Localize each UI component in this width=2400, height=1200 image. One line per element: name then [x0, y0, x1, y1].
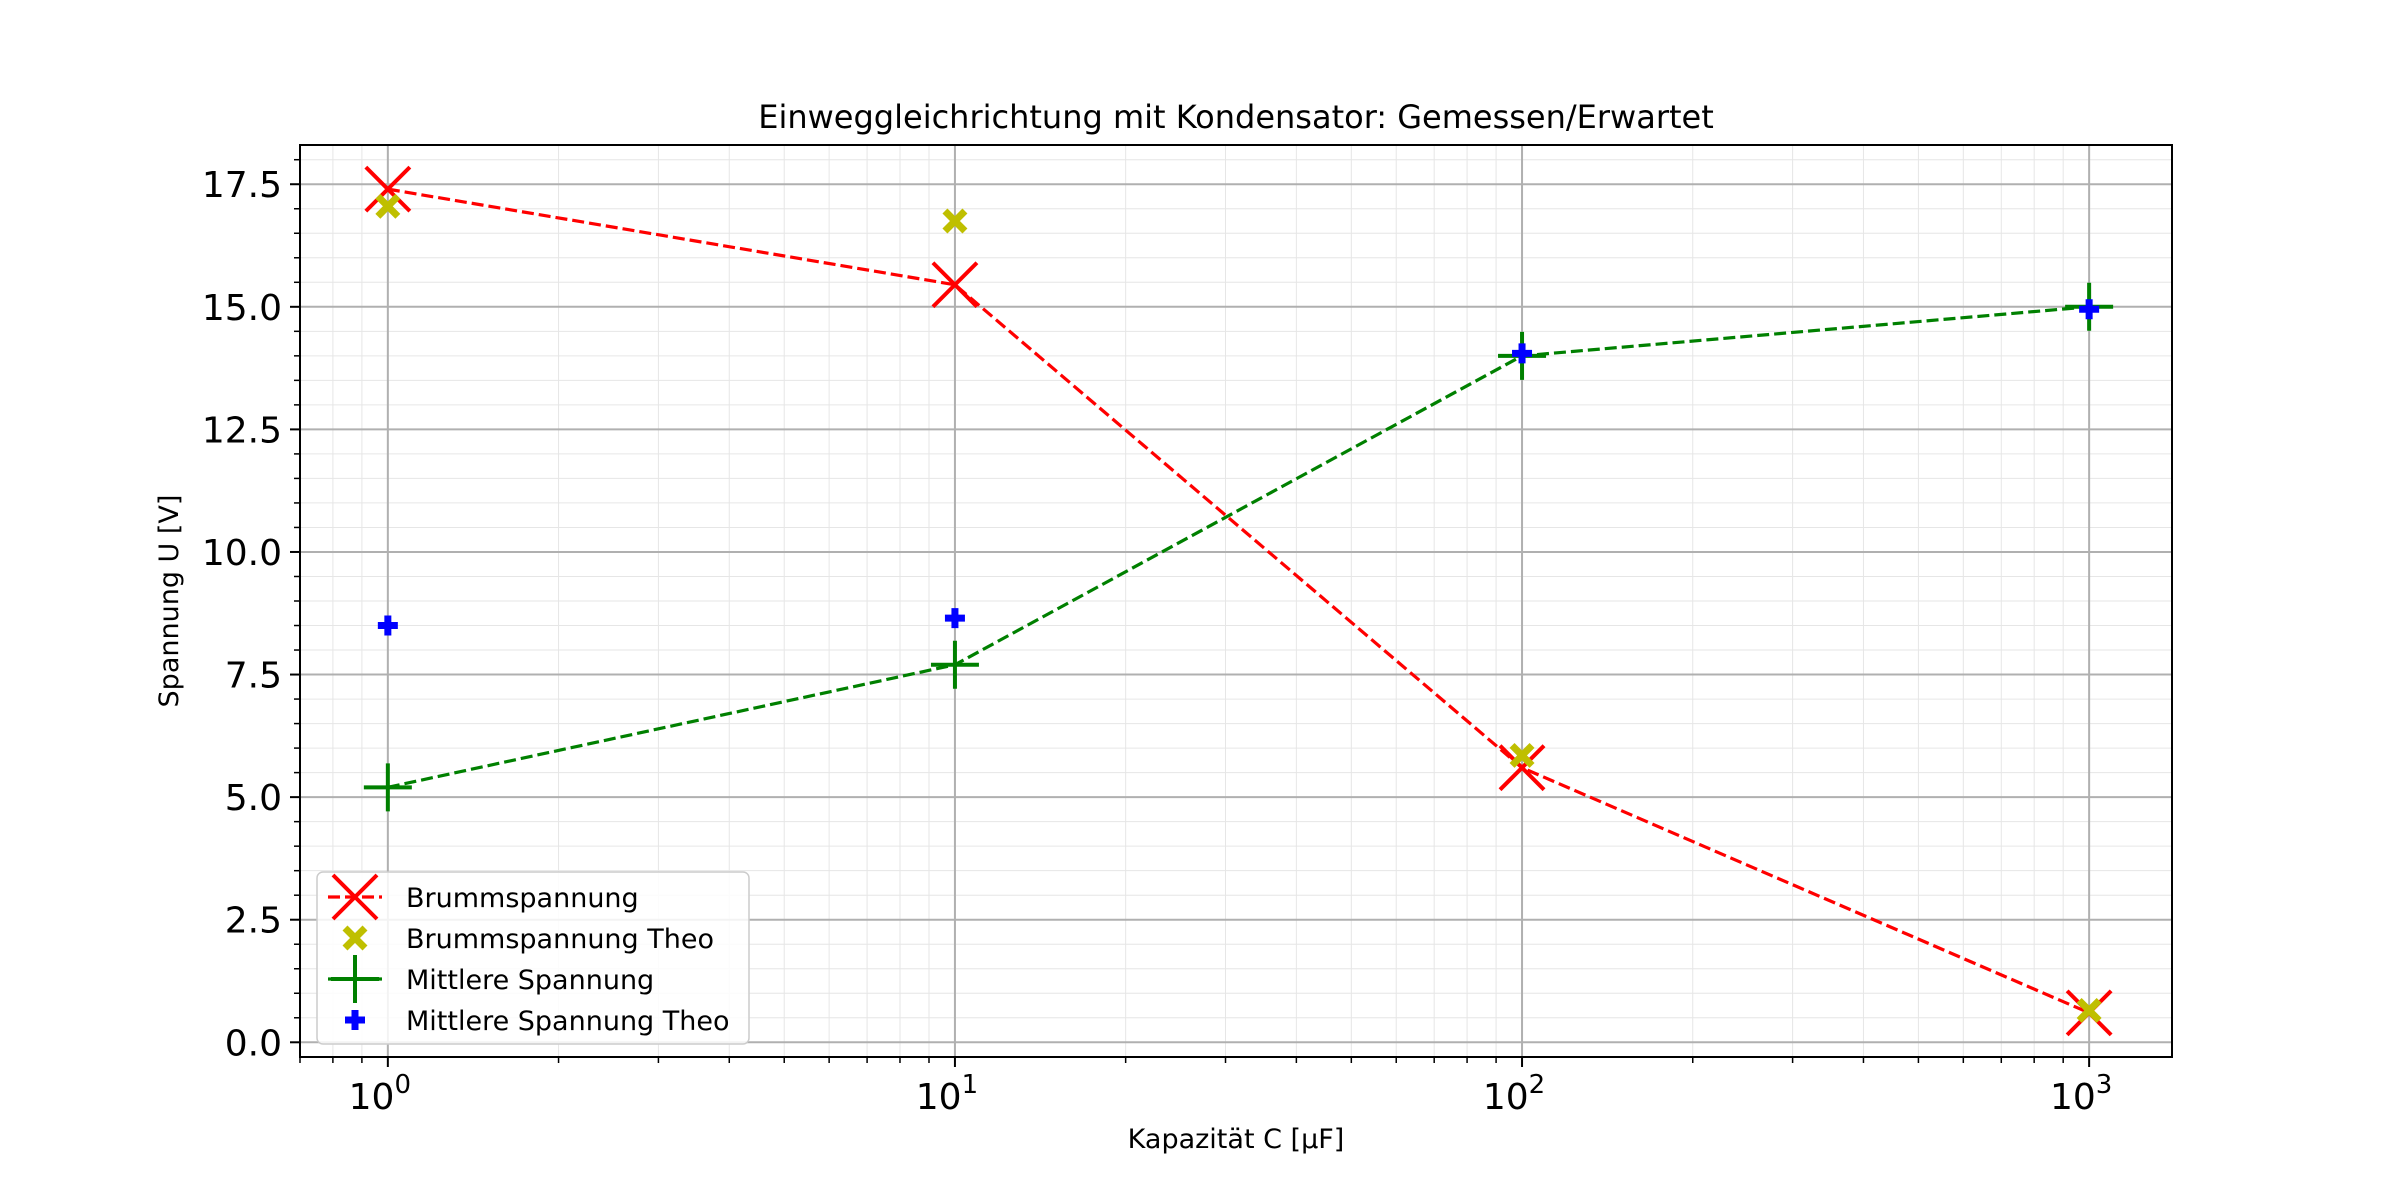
marker-stroke: [1509, 742, 1535, 768]
y-tick-label: 5.0: [225, 778, 282, 819]
y-tick-label: 0.0: [225, 1023, 282, 1064]
marker-stroke: [2079, 299, 2100, 320]
marker-stroke: [331, 955, 379, 1003]
data-point-mittlere-spannung-theo: [2079, 299, 2100, 320]
marker-stroke: [364, 165, 412, 213]
data-point-mittlere-spannung: [930, 640, 979, 689]
marker-stroke: [345, 1010, 365, 1030]
legend-symbols: [328, 873, 382, 1030]
data-point-brummspannung-theo: [942, 208, 968, 234]
series-lines: [387, 187, 2090, 1015]
legend-marker-brummspannung-theo: [342, 925, 368, 951]
legend-marker-mittlere-spannung-theo: [345, 1010, 365, 1030]
data-point-mittlere-spannung-theo: [1512, 343, 1533, 364]
data-point-brummspannung-theo: [375, 193, 401, 219]
minor-grid: [299, 145, 2172, 1057]
legend-marker-brummspannung: [331, 873, 379, 921]
marker-stroke: [331, 873, 379, 921]
y-tick-label: 12.5: [202, 410, 282, 451]
data-point-brummspannung: [1498, 744, 1546, 792]
y-tick-label: 17.5: [202, 165, 282, 206]
data-point-mittlere-spannung: [363, 763, 412, 812]
y-tick-label: 7.5: [225, 656, 282, 697]
y-tick-label: 2.5: [225, 901, 282, 942]
legend-label-mittlere-spannung: Mittlere Spannung: [406, 965, 654, 996]
marker-stroke: [375, 193, 401, 219]
x-tick-label: 103: [2050, 1070, 2112, 1118]
marker-stroke: [930, 640, 979, 689]
data-point-brummspannung-theo: [1509, 742, 1535, 768]
legend-box: [316, 871, 750, 1045]
marker-stroke: [363, 763, 412, 812]
data-point-brummspannung: [931, 261, 979, 309]
marker-stroke: [1498, 744, 1546, 792]
marker-stroke: [342, 925, 368, 951]
x-axis-label: Kapazität C [µF]: [1128, 1124, 1345, 1155]
marker-stroke: [931, 261, 979, 309]
legend-label-brummspannung: Brummspannung: [406, 883, 639, 914]
chart-title: Einweggleichrichtung mit Kondensator: Ge…: [758, 98, 1714, 136]
x-tick-label: 100: [349, 1070, 411, 1118]
y-axis-label: Spannung U [V]: [154, 495, 185, 708]
marker-stroke: [1512, 343, 1533, 364]
y-tick-label: 15.0: [202, 288, 282, 329]
data-point-brummspannung: [364, 165, 412, 213]
legend: Brummspannung Brummspannung Theo Mittler…: [316, 871, 750, 1045]
data-point-mittlere-spannung-theo: [377, 615, 398, 636]
legend-label-brummspannung-theo: Brummspannung Theo: [406, 924, 714, 955]
x-tick-label: 101: [916, 1070, 978, 1118]
marker-stroke: [2076, 997, 2102, 1023]
data-point-mittlere-spannung-theo: [944, 608, 965, 629]
marker-stroke: [942, 208, 968, 234]
series-markers: [363, 165, 2114, 1037]
legend-label-mittlere-spannung-theo: Mittlere Spannung Theo: [406, 1006, 730, 1037]
series-line-mittlere-spannung: [387, 305, 2090, 789]
y-tick-label: 10.0: [202, 533, 282, 574]
data-point-brummspannung-theo: [2076, 997, 2102, 1023]
marker-stroke: [377, 615, 398, 636]
x-tick-label: 102: [1483, 1070, 1545, 1118]
legend-marker-mittlere-spannung: [331, 955, 379, 1003]
marker-stroke: [944, 608, 965, 629]
axis-ticks: 100 101 102 103 0.0 2.5 5.0 7.5 10.0 12.5 15.0 17.5: [202, 158, 2112, 1118]
